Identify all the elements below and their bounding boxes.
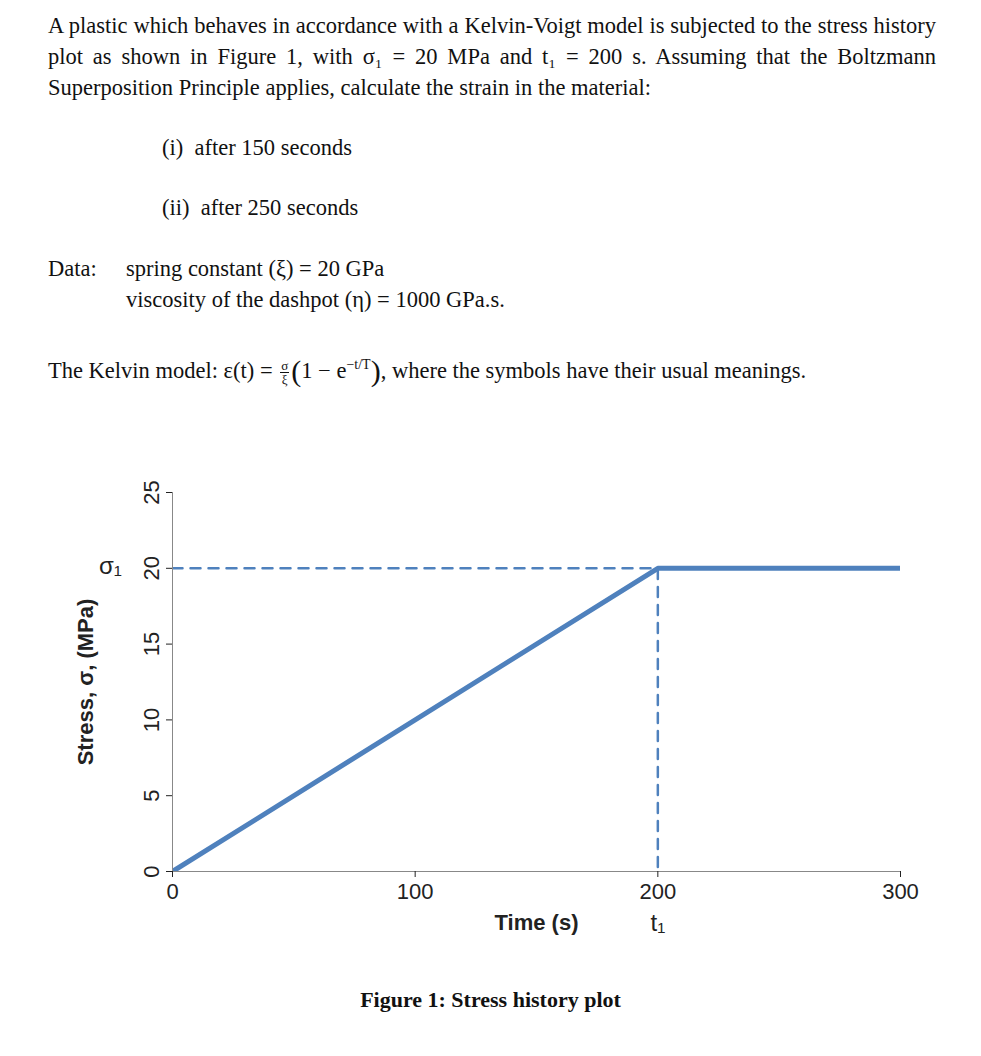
html-text:ξ: ξ xyxy=(281,371,288,387)
svg-text:0: 0 xyxy=(166,879,178,904)
html-text:(i) after 150 seconds: (i) after 150 seconds xyxy=(162,135,352,160)
html-text:The Kelvin model: ε(t) =σ: The Kelvin model: ε(t) =σ xyxy=(48,357,289,383)
html-text:spring constant (ξ) = 20 GPa: spring constant (ξ) = 20 GPa xyxy=(126,256,385,281)
svg-text:5: 5 xyxy=(139,790,164,802)
svg-text:200: 200 xyxy=(639,879,676,904)
html-text:Figure 1: Stress history plot: Figure 1: Stress history plot xyxy=(360,987,621,1012)
svg-text:20: 20 xyxy=(139,556,164,580)
svg-text:0: 0 xyxy=(139,865,164,877)
html-text:A plastic which behaves in acc: A plastic which behaves in accordance wi… xyxy=(48,13,936,100)
svg-text:σ₁: σ₁ xyxy=(99,552,122,579)
svg-text:10: 10 xyxy=(139,708,164,732)
svg-text:15: 15 xyxy=(139,632,164,656)
html-text:viscosity of the dashpot (η) =: viscosity of the dashpot (η) = 1000 GPa.… xyxy=(126,287,505,312)
svg-text:25: 25 xyxy=(139,480,164,504)
html-text:), where the symbols have thei: ), where the symbols have their usual me… xyxy=(370,353,807,387)
svg-text:t₁: t₁ xyxy=(650,909,665,936)
html-text:Data:: Data: xyxy=(48,256,97,281)
svg-text:100: 100 xyxy=(397,879,434,904)
svg-text:Stress, σ, (MPa): Stress, σ, (MPa) xyxy=(73,599,98,766)
svg-text:Time (s): Time (s) xyxy=(495,910,579,935)
html-text:(ii) after 250 seconds: (ii) after 250 seconds xyxy=(162,195,359,220)
svg-text:300: 300 xyxy=(882,879,919,904)
html-text:(1 − e−t/T: (1 − e−t/T xyxy=(291,353,371,387)
